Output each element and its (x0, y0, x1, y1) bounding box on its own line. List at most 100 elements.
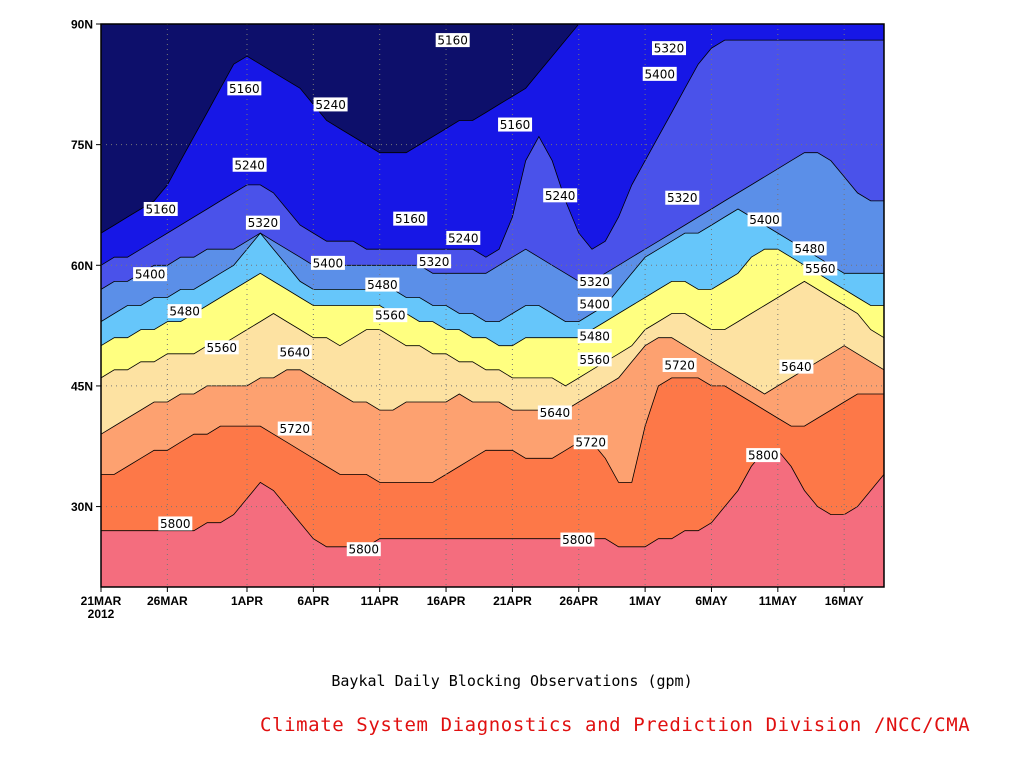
contour-label: 5160 (435, 33, 470, 48)
y-tick-label: 90N (71, 18, 93, 32)
contour-label-bg (227, 81, 262, 96)
contour-label: 5480 (365, 277, 400, 292)
contour-label: 5800 (346, 542, 381, 557)
contour-label-bg (543, 188, 578, 203)
contour-label-text: 5400 (135, 268, 166, 282)
contour-label-text: 5240 (448, 231, 479, 245)
x-axis: 21MAR 26MAR 1APR 6APR 11APR 16APR 21APR 26APR 1M… (81, 587, 864, 621)
contour-label: 5240 (446, 230, 481, 245)
contour-label-text: 5640 (279, 346, 310, 360)
contour-label-bg (245, 215, 280, 230)
contour-label-bg (577, 274, 612, 289)
contour-label-bg (365, 277, 400, 292)
contour-label-bg (577, 296, 612, 311)
contour-label-text: 5560 (375, 309, 406, 323)
contour-label-bg (573, 435, 608, 450)
contour-label-text: 5160 (145, 202, 176, 216)
contour-label-text: 5160 (395, 212, 426, 226)
contour-label-text: 5160 (229, 82, 260, 96)
x-tick-label: 26MAR (147, 594, 188, 608)
contour-label-bg (158, 516, 193, 531)
contour-label-bg (662, 358, 697, 373)
contour-label: 5560 (373, 308, 408, 323)
contour-label: 5640 (277, 345, 312, 360)
contour-label-bg (577, 329, 612, 344)
contour-label-bg (313, 97, 348, 112)
contour-label: 5400 (642, 66, 677, 81)
contour-label-bg (498, 117, 533, 132)
y-tick-label: 45N (71, 379, 93, 393)
contour-label-text: 5480 (169, 305, 200, 319)
contour-label: 5800 (746, 448, 781, 463)
contour-label: 5400 (747, 212, 782, 227)
contour-label: 5400 (310, 255, 345, 270)
contour-label-bg (803, 261, 838, 276)
contour-label-text: 5800 (160, 517, 191, 531)
y-tick-label: 75N (71, 138, 93, 152)
contour-label: 5240 (232, 157, 267, 172)
contour-label: 5160 (227, 81, 262, 96)
x-tick-label: 6MAY (695, 594, 727, 608)
x-tick-label: 16APR (427, 594, 466, 608)
x-tick-label: 26APR (559, 594, 598, 608)
x-tick-label: 11APR (361, 594, 399, 608)
contour-label: 5400 (577, 296, 612, 311)
contour-label-bg (665, 190, 700, 205)
contour-label-text: 5320 (654, 42, 685, 56)
contour-label-bg (560, 532, 595, 547)
contour-label-text: 5480 (367, 278, 398, 292)
contour-label-text: 5720 (279, 422, 310, 436)
contour-label-bg (577, 352, 612, 367)
contour-label-bg (746, 448, 781, 463)
contour-label: 5480 (167, 304, 202, 319)
x-tick-label: 11MAY (759, 594, 797, 608)
contour-label: 5160 (498, 117, 533, 132)
contour-label: 5320 (245, 215, 280, 230)
contour-label: 5320 (652, 41, 687, 56)
contour-label-text: 5480 (794, 242, 825, 256)
contour-label: 5240 (543, 188, 578, 203)
contour-label-text: 5320 (419, 255, 450, 269)
contour-label: 5720 (573, 435, 608, 450)
contour-label-bg (417, 254, 452, 269)
contour-label-bg (277, 345, 312, 360)
y-tick-label: 30N (71, 500, 93, 514)
contour-label: 5480 (577, 329, 612, 344)
x-tick-label: 21APR (493, 594, 532, 608)
contour-label-bg (143, 201, 178, 216)
contour-label: 5720 (277, 421, 312, 436)
contour-label-bg (373, 308, 408, 323)
contour-label-text: 5400 (313, 256, 344, 270)
y-axis: 30N 45N 60N 75N 90N (71, 18, 101, 514)
contour-label: 5480 (792, 241, 827, 256)
plot-frame (100, 23, 885, 588)
contour-label-bg (310, 255, 345, 270)
contour-label-text: 5400 (579, 297, 610, 311)
contour-label: 5320 (417, 254, 452, 269)
contour-label: 5320 (665, 190, 700, 205)
x-tick-label: 1APR (231, 594, 263, 608)
contour-label: 5800 (560, 532, 595, 547)
contour-label-bg (537, 405, 572, 420)
contour-label-bg (446, 230, 481, 245)
contour-label-bg (167, 304, 202, 319)
contour-label: 5320 (577, 274, 612, 289)
contour-label-bg (652, 41, 687, 56)
contour-label: 5560 (577, 352, 612, 367)
contour-label-text: 5640 (540, 406, 571, 420)
contour-label-bg (747, 212, 782, 227)
contour-label-text: 5240 (234, 158, 265, 172)
contour-label-bg (277, 421, 312, 436)
contour-label-text: 5720 (575, 436, 606, 450)
x-year-label: 2012 (88, 607, 115, 621)
contour-label-text: 5240 (545, 189, 576, 203)
contour-label: 5160 (143, 201, 178, 216)
contour-bands (100, 23, 885, 588)
contour-label: 5640 (779, 359, 814, 374)
x-tick-label: 16MAY (825, 594, 864, 608)
contour-label: 5640 (537, 405, 572, 420)
contour-label-text: 5320 (248, 216, 279, 230)
contour-label-text: 5720 (664, 359, 695, 373)
contour-label-text: 5160 (437, 34, 468, 48)
